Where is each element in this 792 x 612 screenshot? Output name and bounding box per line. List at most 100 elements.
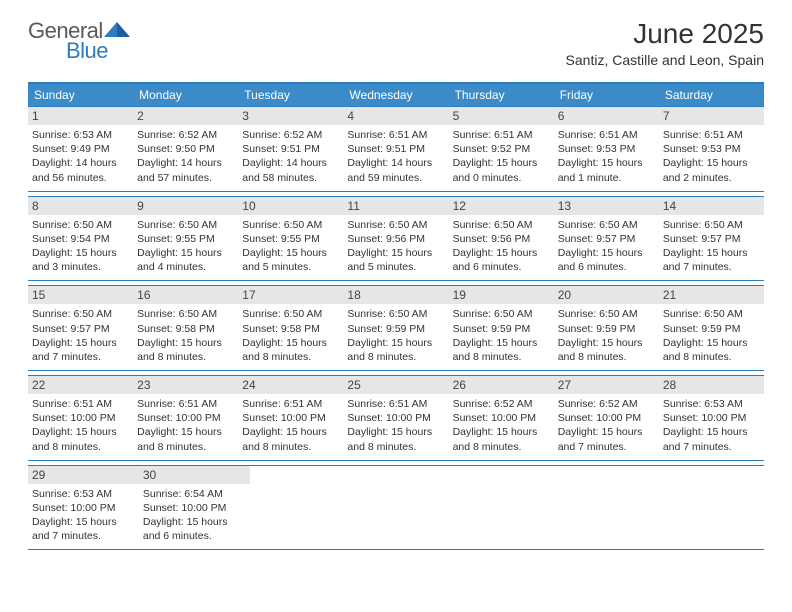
sunset-label: Sunset:	[347, 412, 386, 424]
day-number: 12	[449, 197, 554, 215]
sunrise-label: Sunrise:	[558, 308, 599, 320]
sunrise-label: Sunrise:	[663, 129, 704, 141]
day-cell: 11Sunrise: 6:50 AMSunset: 9:56 PMDayligh…	[343, 197, 448, 281]
day-cell: 29Sunrise: 6:53 AMSunset: 10:00 PMDaylig…	[28, 466, 139, 550]
daylight-label: Daylight:	[558, 426, 602, 438]
daylight-label: Daylight:	[32, 516, 76, 528]
sunrise-label: Sunrise:	[242, 308, 283, 320]
day-number: 22	[28, 376, 133, 394]
day-number: 10	[238, 197, 343, 215]
day-number: 29	[28, 466, 139, 484]
day-cell: 12Sunrise: 6:50 AMSunset: 9:56 PMDayligh…	[449, 197, 554, 281]
day-info: Sunrise: 6:50 AMSunset: 9:55 PMDaylight:…	[242, 218, 339, 275]
sunrise-value: 6:50 AM	[704, 219, 743, 231]
sunset-label: Sunset:	[143, 502, 182, 514]
day-info: Sunrise: 6:50 AMSunset: 9:55 PMDaylight:…	[137, 218, 234, 275]
sunrise-value: 6:50 AM	[494, 308, 533, 320]
daylight-label: Daylight:	[347, 247, 391, 259]
day-cell: 27Sunrise: 6:52 AMSunset: 10:00 PMDaylig…	[554, 376, 659, 460]
sunrise-label: Sunrise:	[453, 129, 494, 141]
empty-day-cell	[250, 466, 353, 550]
day-info: Sunrise: 6:50 AMSunset: 9:59 PMDaylight:…	[347, 307, 444, 364]
sunrise-label: Sunrise:	[32, 308, 73, 320]
day-info: Sunrise: 6:51 AMSunset: 10:00 PMDaylight…	[32, 397, 129, 454]
month-title: June 2025	[566, 18, 764, 50]
sunrise-value: 6:50 AM	[599, 308, 638, 320]
title-block: June 2025 Santiz, Castille and Leon, Spa…	[566, 18, 764, 68]
sunrise-value: 6:50 AM	[179, 219, 218, 231]
day-info: Sunrise: 6:50 AMSunset: 9:57 PMDaylight:…	[32, 307, 129, 364]
day-number: 14	[659, 197, 764, 215]
daylight-label: Daylight:	[558, 247, 602, 259]
day-info: Sunrise: 6:50 AMSunset: 9:57 PMDaylight:…	[663, 218, 760, 275]
sunset-value: 9:56 PM	[386, 233, 425, 245]
sunrise-label: Sunrise:	[137, 219, 178, 231]
sunrise-value: 6:50 AM	[599, 219, 638, 231]
day-number: 6	[554, 107, 659, 125]
daylight-label: Daylight:	[242, 426, 286, 438]
sunset-value: 9:55 PM	[281, 233, 320, 245]
sunrise-label: Sunrise:	[137, 308, 178, 320]
brand-logo: GeneralBlue	[28, 18, 130, 64]
week-row: 15Sunrise: 6:50 AMSunset: 9:57 PMDayligh…	[28, 285, 764, 371]
weekday-header: Wednesday	[343, 84, 448, 106]
sunrise-label: Sunrise:	[347, 219, 388, 231]
sunset-value: 9:57 PM	[701, 233, 740, 245]
sunrise-label: Sunrise:	[242, 219, 283, 231]
day-cell: 4Sunrise: 6:51 AMSunset: 9:51 PMDaylight…	[343, 107, 448, 191]
day-cell: 13Sunrise: 6:50 AMSunset: 9:57 PMDayligh…	[554, 197, 659, 281]
sunset-value: 9:49 PM	[71, 143, 110, 155]
sunrise-value: 6:51 AM	[389, 129, 428, 141]
day-info: Sunrise: 6:53 AMSunset: 9:49 PMDaylight:…	[32, 128, 129, 185]
daylight-label: Daylight:	[143, 516, 187, 528]
daylight-label: Daylight:	[453, 337, 497, 349]
sunrise-label: Sunrise:	[347, 129, 388, 141]
day-number: 8	[28, 197, 133, 215]
day-info: Sunrise: 6:52 AMSunset: 10:00 PMDaylight…	[453, 397, 550, 454]
day-number: 24	[238, 376, 343, 394]
sunrise-label: Sunrise:	[242, 129, 283, 141]
weekday-header: Monday	[133, 84, 238, 106]
sunrise-value: 6:54 AM	[184, 488, 223, 500]
sunset-label: Sunset:	[347, 143, 386, 155]
sunset-value: 10:00 PM	[491, 412, 536, 424]
week-row: 8Sunrise: 6:50 AMSunset: 9:54 PMDaylight…	[28, 196, 764, 282]
day-cell: 24Sunrise: 6:51 AMSunset: 10:00 PMDaylig…	[238, 376, 343, 460]
week-row: 22 Sunrise: 6:51 AMSunset: 10:00 PMDaylig…	[28, 375, 764, 461]
day-info: Sunrise: 6:50 AMSunset: 9:57 PMDaylight:…	[558, 218, 655, 275]
daylight-label: Daylight:	[32, 426, 76, 438]
daylight-label: Daylight:	[347, 337, 391, 349]
sunset-value: 9:53 PM	[596, 143, 635, 155]
sunrise-label: Sunrise:	[663, 398, 704, 410]
sunrise-label: Sunrise:	[32, 488, 73, 500]
day-cell: 23Sunrise: 6:51 AMSunset: 10:00 PMDaylig…	[133, 376, 238, 460]
sunrise-value: 6:50 AM	[73, 308, 112, 320]
daylight-label: Daylight:	[558, 337, 602, 349]
day-number: 28	[659, 376, 764, 394]
sunrise-value: 6:52 AM	[599, 398, 638, 410]
sunrise-label: Sunrise:	[663, 219, 704, 231]
day-cell: 14 Sunrise: 6:50 AMSunset: 9:57 PMDayligh…	[659, 197, 764, 281]
logo-triangle-icon	[104, 19, 130, 37]
sunset-label: Sunset:	[242, 233, 281, 245]
day-cell: 16Sunrise: 6:50 AMSunset: 9:58 PMDayligh…	[133, 286, 238, 370]
daylight-label: Daylight:	[137, 426, 181, 438]
daylight-label: Daylight:	[453, 157, 497, 169]
day-info: Sunrise: 6:51 AMSunset: 10:00 PMDaylight…	[347, 397, 444, 454]
day-cell: 3Sunrise: 6:52 AMSunset: 9:51 PMDaylight…	[238, 107, 343, 191]
day-info: Sunrise: 6:51 AMSunset: 9:52 PMDaylight:…	[453, 128, 550, 185]
empty-day-cell	[558, 466, 661, 550]
weekday-header: Tuesday	[238, 84, 343, 106]
daylight-label: Daylight:	[242, 247, 286, 259]
daylight-label: Daylight:	[347, 157, 391, 169]
daylight-label: Daylight:	[453, 247, 497, 259]
sunrise-value: 6:50 AM	[73, 219, 112, 231]
day-cell: 1Sunrise: 6:53 AMSunset: 9:49 PMDaylight…	[28, 107, 133, 191]
sunset-value: 9:59 PM	[596, 323, 635, 335]
sunrise-value: 6:52 AM	[284, 129, 323, 141]
day-info: Sunrise: 6:51 AMSunset: 9:53 PMDaylight:…	[663, 128, 760, 185]
daylight-label: Daylight:	[137, 247, 181, 259]
day-info: Sunrise: 6:50 AMSunset: 9:56 PMDaylight:…	[347, 218, 444, 275]
calendar-grid: SundayMondayTuesdayWednesdayThursdayFrid…	[28, 82, 764, 550]
day-cell: 9Sunrise: 6:50 AMSunset: 9:55 PMDaylight…	[133, 197, 238, 281]
